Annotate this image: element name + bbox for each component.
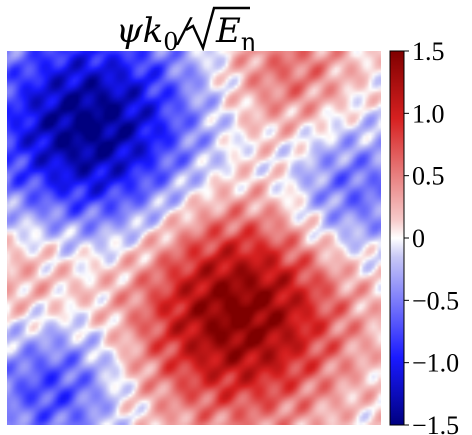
colorbar-ticks: 1.5 1.0 0.5 0 −0.5 −1.0 −1.5 — [404, 37, 459, 435]
chart-title: ψk0/ Eη — [116, 6, 255, 56]
heatmap — [7, 51, 381, 425]
sqrt-symbol — [185, 6, 250, 52]
colorbar-tick-label: 0 — [412, 224, 425, 253]
colorbar-tick-label: −0.5 — [412, 286, 459, 315]
title-eta-subscript: η — [241, 28, 255, 56]
colorbar-tick-label: −1.5 — [412, 411, 459, 435]
svg-text:ψk0/: ψk0/ — [116, 11, 194, 56]
colorbar-tick-label: 0.5 — [412, 162, 445, 191]
colorbar-tick-label: 1.5 — [412, 37, 445, 66]
colorbar-tick-label: −1.0 — [412, 349, 459, 378]
title-psi: ψk — [116, 11, 163, 51]
colorbar-tick-label: 1.0 — [412, 99, 445, 128]
svg-text:Eη: Eη — [215, 11, 255, 56]
colorbar-gradient — [389, 50, 405, 426]
title-E: E — [215, 11, 241, 51]
title-k-subscript: 0 — [163, 28, 178, 56]
title-slash: / — [176, 11, 194, 51]
heatmap-image — [7, 51, 381, 425]
colorbar: 1.5 1.0 0.5 0 −0.5 −1.0 −1.5 — [389, 37, 459, 435]
